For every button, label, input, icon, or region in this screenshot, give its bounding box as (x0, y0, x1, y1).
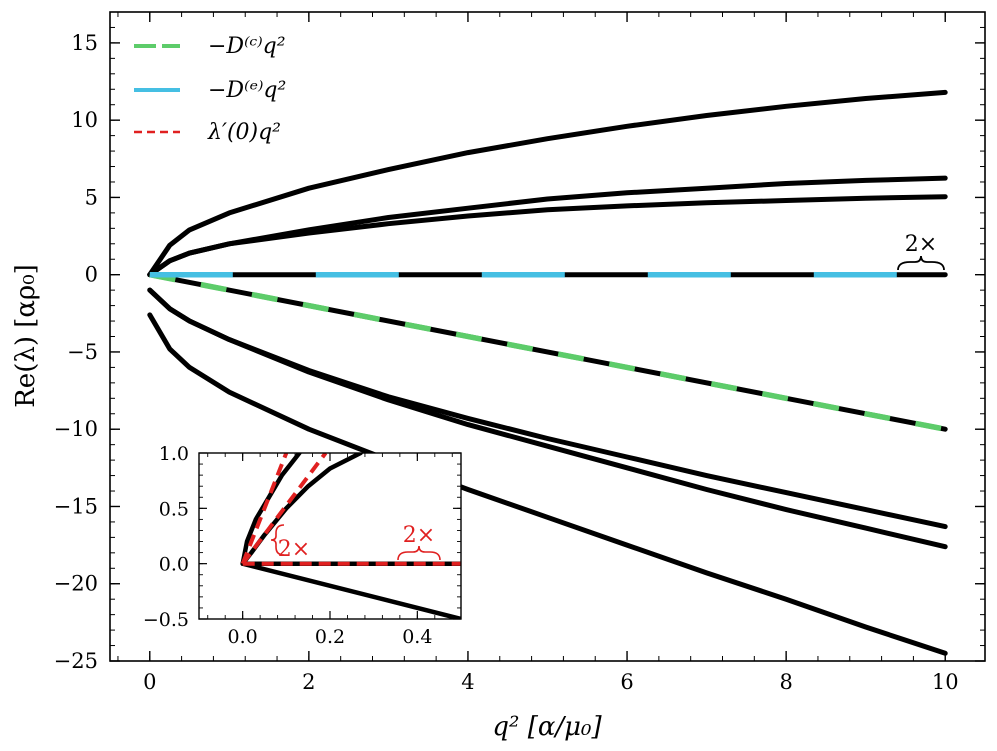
x-axis-label: q² [α/μ₀] (492, 712, 602, 742)
x-tick-label: 10 (932, 670, 959, 694)
inset-plot-area (199, 453, 461, 619)
inset-y-tick-label: −0.5 (143, 609, 189, 631)
legend-label-dc: −D⁽ᶜ⁾q² (208, 34, 286, 59)
y-tick-label: −15 (54, 494, 98, 518)
inset-series-line (240, 453, 302, 566)
plot-frame (109, 11, 986, 662)
legend-label-lambda: λ′(0)q² (207, 120, 281, 145)
inset-annotation-1: 2× (278, 537, 310, 562)
x-tick-label: 4 (461, 670, 474, 694)
y-tick-label: −5 (67, 340, 98, 364)
inset-frame (198, 452, 462, 620)
inset-brace-2-icon (397, 545, 441, 561)
y-tick-label: 15 (71, 31, 98, 55)
inset-annotation-2: 2× (403, 523, 435, 548)
y-tick-label: −10 (54, 417, 98, 441)
inset-lambda-line (241, 453, 328, 565)
main-brace-annotation: 2× (897, 232, 945, 271)
series-line (147, 287, 948, 550)
inset-series-line (240, 561, 461, 619)
legend: −D⁽ᶜ⁾q² −D⁽ᵉ⁾q² λ′(0)q² (134, 34, 286, 145)
main-tick-labels: 0 2 4 6 8 10 15 10 5 0 −5 −10 −15 −20 −25 (54, 31, 959, 694)
x-tick-label: 0 (143, 670, 156, 694)
inset-series (240, 453, 461, 619)
x-tick-label: 2 (302, 670, 315, 694)
inset-annotations: 2× 2× (270, 523, 441, 562)
y-tick-label: −20 (54, 572, 98, 596)
y-tick-label: −25 (54, 649, 98, 673)
inset-y-tick-label: 1.0 (159, 443, 189, 465)
brace-icon (897, 255, 945, 271)
series-line (147, 272, 948, 432)
inset-y-tick-label: 0.0 (159, 554, 189, 576)
legend-label-de: −D⁽ᵉ⁾q² (208, 78, 286, 103)
inset-tick-labels: 0.0 0.2 0.4 1.0 0.5 0.0 −0.5 (143, 443, 433, 648)
inset-y-tick-label: 0.5 (159, 498, 189, 520)
inset-x-tick-label: 0.0 (228, 626, 258, 648)
main-series (147, 89, 948, 656)
inset-lambda-line (240, 453, 289, 565)
main-ticks (110, 11, 985, 662)
inset-x-tick-label: 0.4 (402, 626, 432, 648)
y-tick-label: 0 (85, 263, 98, 287)
series-line (147, 89, 948, 278)
series-line (147, 194, 948, 278)
y-tick-label: 5 (85, 185, 98, 209)
x-tick-label: 8 (779, 670, 792, 694)
main-annotation-text: 2× (905, 232, 937, 257)
series-line (147, 312, 948, 656)
x-tick-label: 6 (620, 670, 633, 694)
inset-series-line (240, 453, 363, 566)
y-tick-label: 10 (71, 108, 98, 132)
inset-brace-1-icon (270, 524, 285, 556)
inset-x-tick-label: 0.2 (315, 626, 345, 648)
y-axis-label: Re(λ) [αρ₀] (11, 264, 41, 408)
